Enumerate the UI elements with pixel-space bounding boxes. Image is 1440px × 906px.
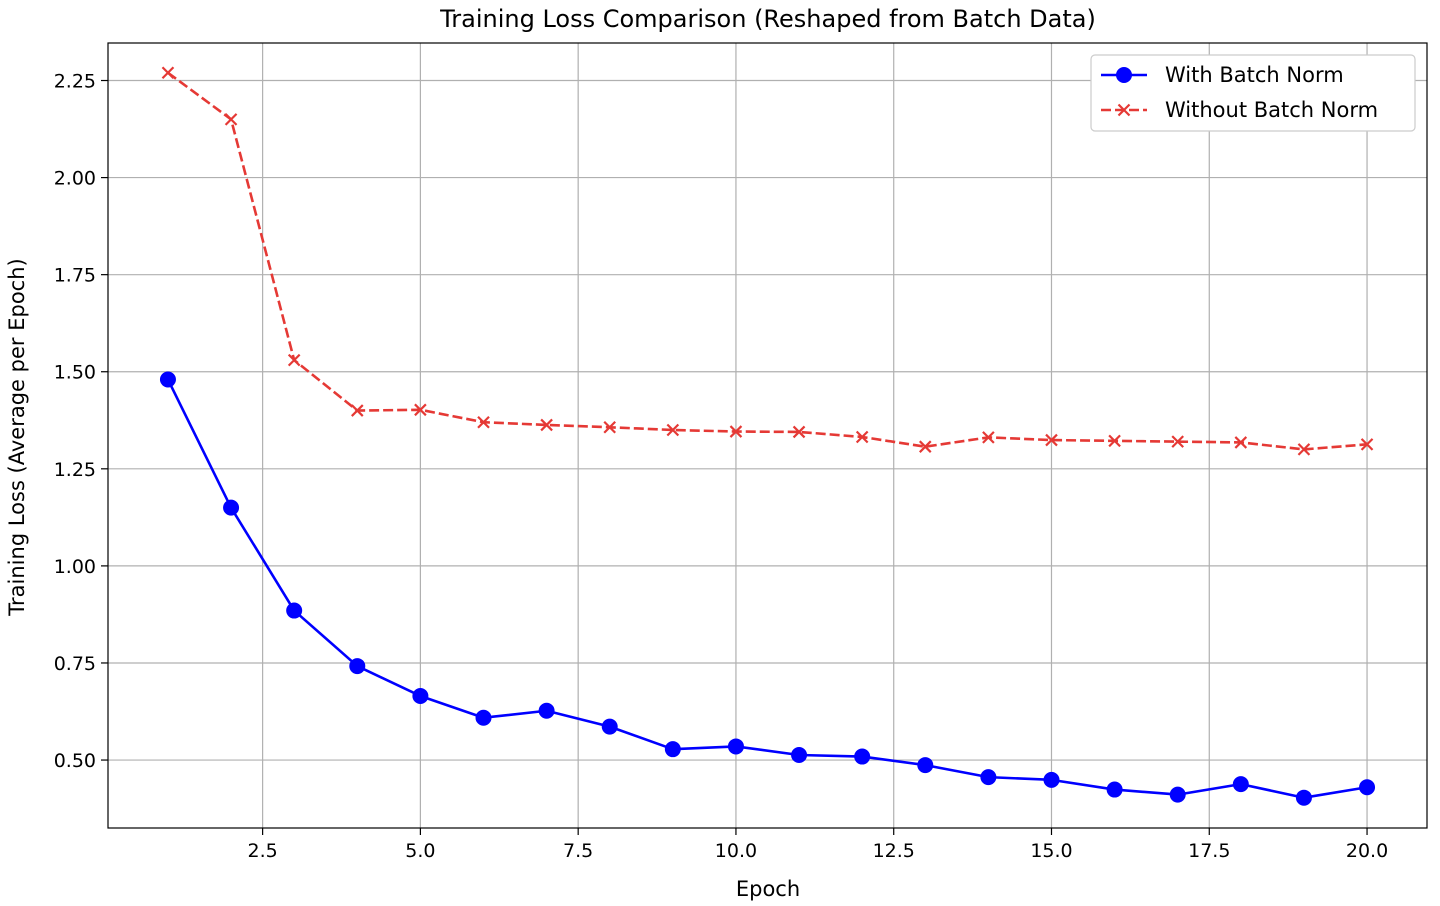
- series-line-without-batch-norm: [167, 71, 1368, 451]
- data-point-with-batch-norm: [159, 371, 176, 388]
- x-tick-label: 5.0: [405, 840, 435, 862]
- x-tick-label: 10.0: [715, 840, 757, 862]
- x-tick-label: 7.5: [563, 840, 593, 862]
- data-point-without-batch-norm: [414, 403, 427, 417]
- data-point-with-batch-norm: [286, 602, 303, 619]
- series-line-with-batch-norm: [166, 378, 1368, 800]
- data-point-without-batch-norm: [1297, 443, 1311, 456]
- legend: With Batch Norm Without Batch Norm: [1090, 54, 1416, 132]
- data-point-without-batch-norm: [477, 415, 490, 429]
- series-layer: [159, 66, 1376, 806]
- y-tick-label: 2.00: [54, 168, 96, 190]
- data-point-without-batch-norm: [287, 353, 301, 367]
- data-point-without-batch-norm: [351, 404, 364, 417]
- data-point-with-batch-norm: [791, 746, 808, 763]
- y-tick-label: 1.25: [54, 459, 96, 481]
- data-point-without-batch-norm: [666, 423, 680, 437]
- data-point-without-batch-norm: [161, 66, 175, 80]
- data-point-with-batch-norm: [1169, 786, 1186, 803]
- x-tick-label: 17.5: [1188, 840, 1230, 862]
- x-tick-label: 2.5: [248, 840, 278, 862]
- y-tick-label: 2.25: [54, 71, 96, 93]
- series-with-batch-norm: [159, 371, 1376, 806]
- y-tick-label: 1.75: [54, 265, 96, 287]
- y-tick-label: 0.75: [54, 653, 96, 675]
- y-axis-label: Training Loss (Average per Epoch): [5, 258, 29, 616]
- data-point-with-batch-norm: [980, 769, 997, 786]
- x-tick-label: 15.0: [1030, 840, 1072, 862]
- chart-title: Training Loss Comparison (Reshaped from …: [439, 5, 1096, 33]
- data-point-without-batch-norm: [1234, 436, 1248, 449]
- data-point-without-batch-norm: [603, 420, 617, 434]
- axis-ticks: 2.5 5.0 7.5 10.0 12.5 15.0 17.5 20.0 0.50 0.75 1.0…: [54, 71, 1389, 862]
- legend-marker-with-batch-norm: [1116, 67, 1132, 83]
- plot-frame: [107, 42, 1428, 829]
- data-point-with-batch-norm: [538, 702, 555, 719]
- legend-label-with-batch-norm: With Batch Norm: [1165, 63, 1344, 87]
- data-point-with-batch-norm: [1106, 781, 1123, 798]
- y-tick-label: 1.50: [54, 362, 96, 384]
- data-point-with-batch-norm: [917, 757, 934, 774]
- data-point-without-batch-norm: [540, 418, 553, 432]
- legend-label-without-batch-norm: Without Batch Norm: [1165, 98, 1378, 122]
- data-point-with-batch-norm: [601, 718, 618, 735]
- data-point-without-batch-norm: [1108, 434, 1121, 448]
- data-point-without-batch-norm: [855, 430, 869, 444]
- data-point-with-batch-norm: [664, 741, 681, 758]
- data-point-without-batch-norm: [1171, 435, 1184, 448]
- x-tick-label: 20.0: [1346, 840, 1388, 862]
- x-axis-label: Epoch: [736, 877, 800, 901]
- data-point-with-batch-norm: [1043, 771, 1060, 788]
- y-tick-label: 1.00: [54, 556, 96, 578]
- data-point-with-batch-norm: [1232, 776, 1249, 793]
- series-without-batch-norm: [161, 66, 1374, 456]
- data-point-without-batch-norm: [224, 113, 238, 126]
- data-point-with-batch-norm: [854, 748, 871, 765]
- legend-frame: [1090, 54, 1416, 132]
- data-point-without-batch-norm: [792, 425, 806, 439]
- data-point-with-batch-norm: [727, 738, 744, 755]
- y-tick-label: 0.50: [54, 750, 96, 772]
- data-point-without-batch-norm: [982, 431, 995, 444]
- data-point-with-batch-norm: [475, 709, 492, 726]
- data-point-with-batch-norm: [223, 499, 240, 516]
- data-point-with-batch-norm: [1359, 779, 1376, 796]
- grid: [108, 43, 1427, 828]
- data-point-without-batch-norm: [918, 440, 932, 453]
- data-point-with-batch-norm: [349, 658, 366, 675]
- legend-marker-without-batch-norm: [1117, 103, 1131, 117]
- data-point-with-batch-norm: [1295, 789, 1312, 806]
- x-tick-label: 12.5: [873, 840, 915, 862]
- data-point-without-batch-norm: [1360, 438, 1374, 451]
- data-point-without-batch-norm: [1045, 433, 1058, 447]
- data-point-without-batch-norm: [729, 425, 743, 438]
- data-point-with-batch-norm: [412, 687, 429, 704]
